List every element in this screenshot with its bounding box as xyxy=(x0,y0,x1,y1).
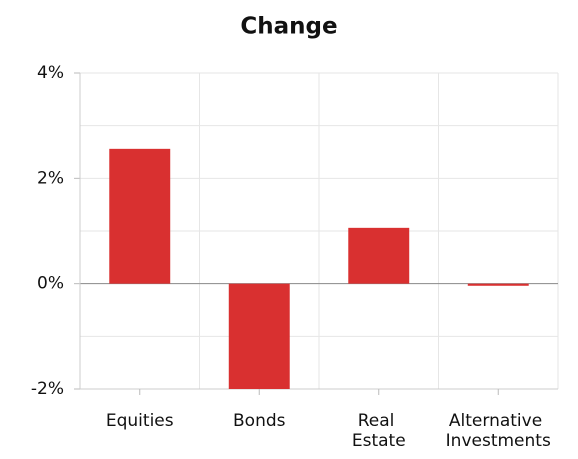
bar xyxy=(467,283,529,286)
x-tick-label: Bonds xyxy=(233,411,286,431)
chart-title: Change xyxy=(240,14,337,40)
y-tick-label: -2% xyxy=(31,379,64,399)
bar xyxy=(109,148,171,284)
x-tick-label: Alternative Investments xyxy=(446,411,551,451)
x-tick-label-line: Estate xyxy=(352,431,406,451)
bar xyxy=(348,227,410,284)
x-tick-label-line: Alternative xyxy=(449,411,548,431)
x-tick-label: Real Estate xyxy=(352,411,406,451)
y-tick-label: 2% xyxy=(37,168,64,188)
x-tick-label-line: Investments xyxy=(446,431,551,451)
y-tick-label: 0% xyxy=(37,274,64,294)
x-tick-label-line: Real xyxy=(358,411,400,431)
y-tick-label: 4% xyxy=(37,63,64,83)
bar xyxy=(228,283,290,389)
x-tick-label: Equities xyxy=(106,411,174,431)
